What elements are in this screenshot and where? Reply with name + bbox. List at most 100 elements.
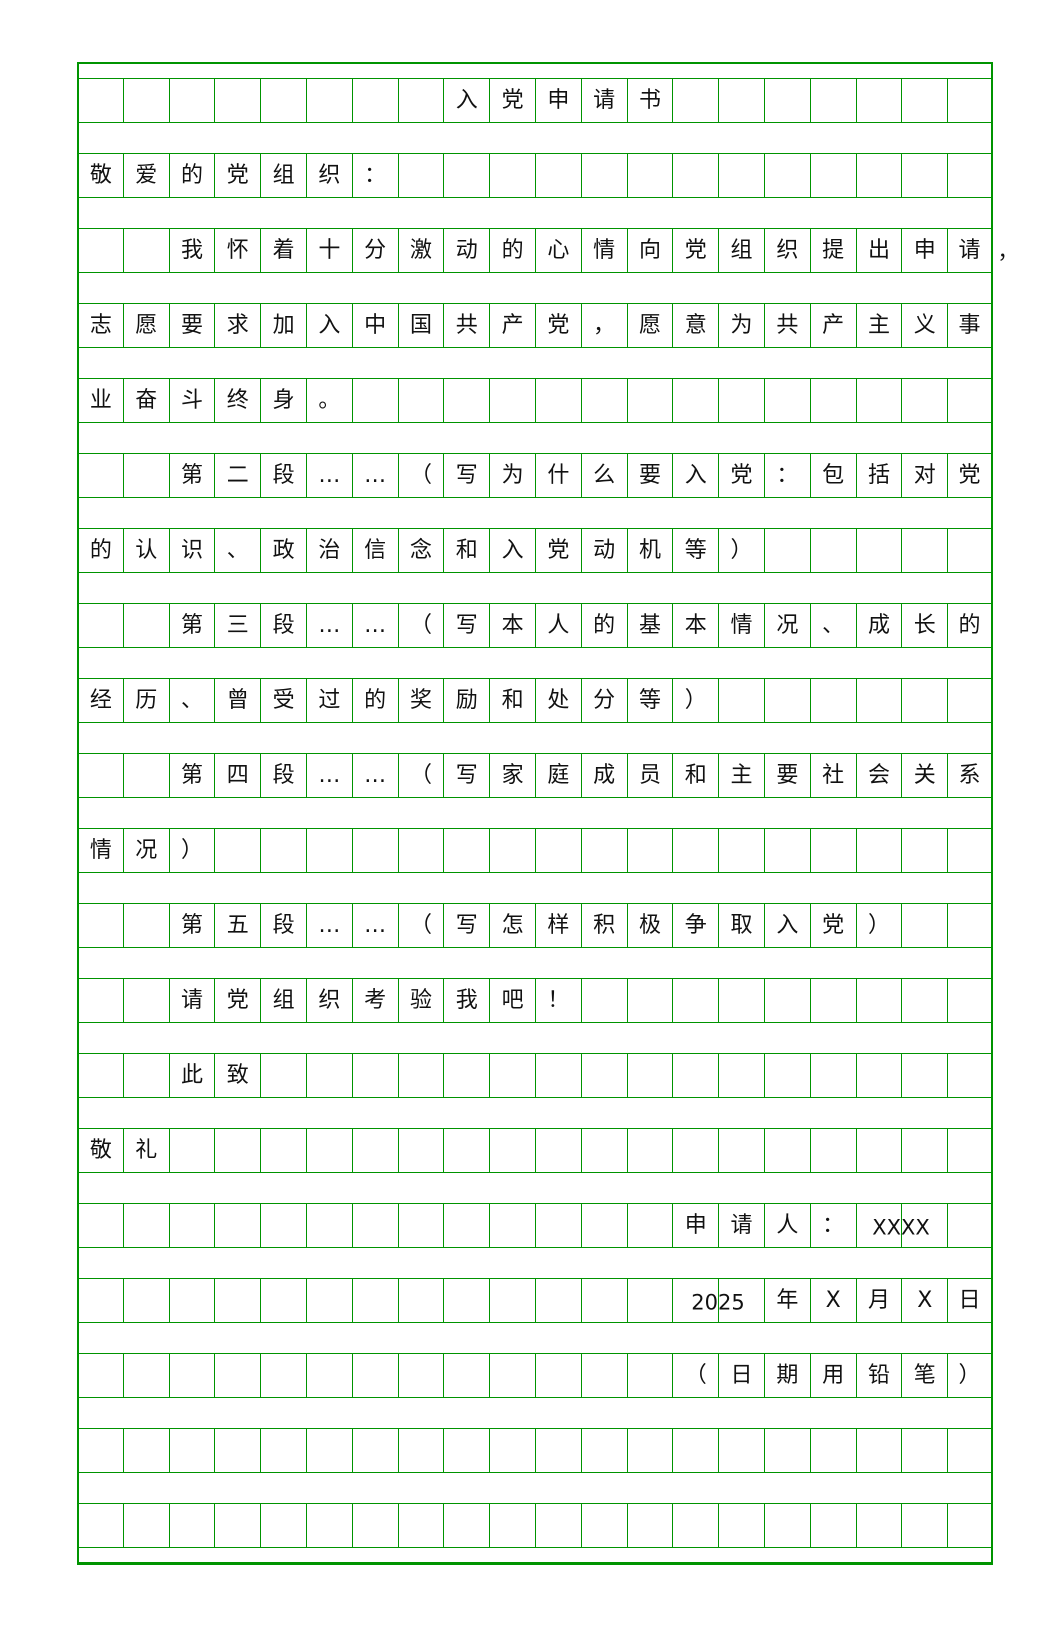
grid-cell: [672, 154, 718, 197]
grid-row: 请党组织考验我吧！: [77, 978, 993, 1023]
grid-cell: 系: [947, 754, 993, 797]
grid-cell: [809, 79, 856, 122]
grid-cell: [489, 1129, 535, 1172]
grid-cell: 织: [763, 229, 810, 272]
grid-cell: 身: [260, 379, 306, 422]
grid-cell: [489, 1504, 535, 1547]
grid-cell: [901, 829, 947, 872]
grid-cell: 愿: [626, 304, 673, 347]
grid-cell: [305, 1429, 352, 1472]
grid-cell: [901, 904, 947, 947]
grid-cell: [809, 379, 856, 422]
grid-cell: [534, 1504, 581, 1547]
grid-cell: [122, 454, 169, 497]
grid-cell: 情: [580, 229, 627, 272]
grid-row: 业奋斗终身。: [77, 378, 993, 423]
grid-cell: [947, 979, 993, 1022]
grid-cell: [534, 154, 581, 197]
grid-cell: [763, 379, 810, 422]
grid-cell: 取: [718, 904, 764, 947]
grid-cell: 么: [580, 454, 627, 497]
grid-cell: 出: [855, 229, 902, 272]
grid-cell: [489, 829, 535, 872]
grid-cell: [947, 1129, 993, 1172]
grid-cell: 的: [168, 154, 215, 197]
grid-cell: [901, 154, 947, 197]
grid-cell: 认: [122, 529, 169, 572]
grid-cell: [855, 1129, 902, 1172]
grid-cell: 向: [626, 229, 673, 272]
grid-cell: 斗: [168, 379, 215, 422]
grid-cell: 共: [443, 304, 489, 347]
grid-cell: [763, 529, 810, 572]
grid-cell: 入: [672, 454, 718, 497]
grid-cell: 组: [718, 229, 764, 272]
grid-cell: 为: [489, 454, 535, 497]
grid-cell: [351, 379, 398, 422]
grid-cell: …: [305, 454, 352, 497]
grid-cell: [397, 154, 444, 197]
grid-cell: [718, 1279, 764, 1322]
grid-cell: [168, 1204, 215, 1247]
grid-cell: [260, 1054, 306, 1097]
grid-cell: [901, 979, 947, 1022]
grid-cell: [397, 79, 444, 122]
grid-cell: [168, 1354, 215, 1397]
grid-cell: 铅: [855, 1354, 902, 1397]
grid-cell: [489, 1279, 535, 1322]
grid-cell: 分: [580, 679, 627, 722]
grid-cell: [122, 1429, 169, 1472]
grid-cell: （: [672, 1354, 718, 1397]
grid-cell: [260, 79, 306, 122]
grid-cell: 织: [305, 979, 352, 1022]
grid-cell: [718, 679, 764, 722]
grid-cell: [397, 1354, 444, 1397]
grid-cell: ）: [672, 679, 718, 722]
grid-cell: 第: [168, 904, 215, 947]
grid-cell: [901, 529, 947, 572]
grid-cell: 要: [168, 304, 215, 347]
grid-cell: [168, 1279, 215, 1322]
grid-cell: ！: [534, 979, 581, 1022]
grid-cell: [77, 979, 123, 1022]
grid-cell: 第: [168, 454, 215, 497]
grid-cell: [122, 754, 169, 797]
grid-cell: …: [351, 904, 398, 947]
grid-cell: [305, 1354, 352, 1397]
grid-cell: 日: [718, 1354, 764, 1397]
grid-cell: [763, 679, 810, 722]
grid-cell: 本: [672, 604, 718, 647]
grid-cell: [763, 1429, 810, 1472]
grid-cell: 包: [809, 454, 856, 497]
grid-cell: [443, 1054, 489, 1097]
grid-cell: [718, 1429, 764, 1472]
grid-cell: 中: [351, 304, 398, 347]
grid-cell: [580, 1204, 627, 1247]
grid-cell: [855, 529, 902, 572]
grid-cell: [855, 379, 902, 422]
grid-cell: [351, 1204, 398, 1247]
grid-cell: [672, 1429, 718, 1472]
grid-cell: 要: [763, 754, 810, 797]
grid-cell: [214, 1279, 260, 1322]
grid-cell: ）: [718, 529, 764, 572]
grid-cell: [443, 1354, 489, 1397]
grid-cell: 党: [489, 79, 535, 122]
grid-cell: [260, 1504, 306, 1547]
grid-cell: 、: [214, 529, 260, 572]
grid-cell: [305, 829, 352, 872]
grid-cell: [580, 1129, 627, 1172]
grid-cell: [351, 829, 398, 872]
grid-cell: [947, 529, 993, 572]
grid-cell: [534, 1354, 581, 1397]
grid-cell: 敬: [77, 1129, 123, 1172]
grid-cell: [397, 1429, 444, 1472]
grid-cell: 入: [443, 79, 489, 122]
grid-cell: （: [397, 604, 444, 647]
grid-cell: [672, 1054, 718, 1097]
grid-cell: [351, 79, 398, 122]
grid-cell: 我: [443, 979, 489, 1022]
grid-cell: [77, 229, 123, 272]
grid-cell: [260, 1204, 306, 1247]
grid-cell: 请: [580, 79, 627, 122]
